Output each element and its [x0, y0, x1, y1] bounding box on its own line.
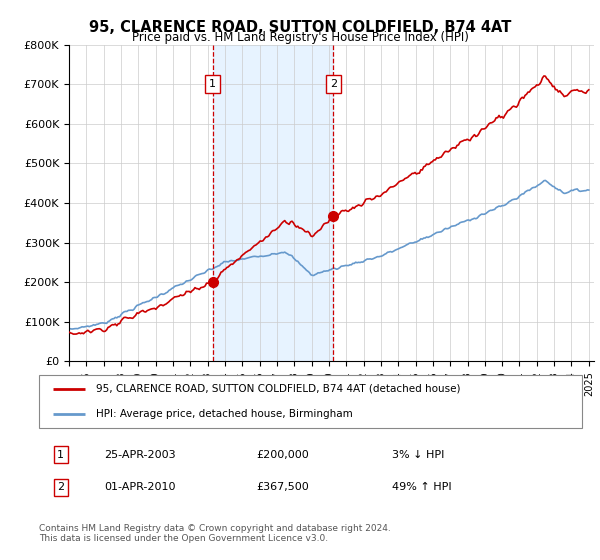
Text: £367,500: £367,500: [256, 482, 309, 492]
Bar: [212, 45, 333, 361]
Text: 25-APR-2003: 25-APR-2003: [104, 450, 176, 460]
Text: 95, CLARENCE ROAD, SUTTON COLDFIELD, B74 4AT (detached house): 95, CLARENCE ROAD, SUTTON COLDFIELD, B74…: [96, 384, 461, 394]
Text: 95, CLARENCE ROAD, SUTTON COLDFIELD, B74 4AT: 95, CLARENCE ROAD, SUTTON COLDFIELD, B74…: [89, 20, 511, 35]
Text: 1: 1: [209, 80, 216, 90]
Text: Contains HM Land Registry data © Crown copyright and database right 2024.
This d: Contains HM Land Registry data © Crown c…: [39, 524, 391, 543]
Text: £200,000: £200,000: [256, 450, 309, 460]
Text: 2: 2: [57, 482, 64, 492]
Text: 49% ↑ HPI: 49% ↑ HPI: [392, 482, 452, 492]
Text: Price paid vs. HM Land Registry's House Price Index (HPI): Price paid vs. HM Land Registry's House …: [131, 31, 469, 44]
Text: 3% ↓ HPI: 3% ↓ HPI: [392, 450, 445, 460]
Text: 2: 2: [329, 80, 337, 90]
Text: HPI: Average price, detached house, Birmingham: HPI: Average price, detached house, Birm…: [96, 408, 353, 418]
Text: 01-APR-2010: 01-APR-2010: [104, 482, 176, 492]
Text: 1: 1: [57, 450, 64, 460]
